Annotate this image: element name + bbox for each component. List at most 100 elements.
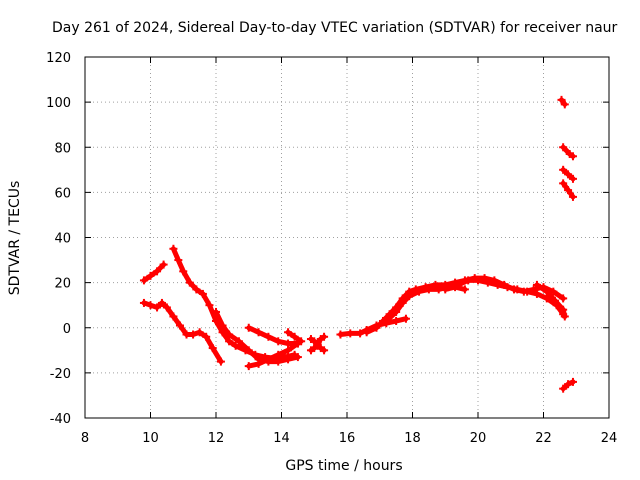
data-point bbox=[464, 276, 473, 285]
y-tick-label: 20 bbox=[54, 277, 71, 292]
data-point bbox=[195, 328, 204, 337]
data-point bbox=[392, 307, 401, 316]
data-point bbox=[293, 353, 302, 362]
data-point bbox=[284, 339, 293, 348]
data-point bbox=[284, 346, 293, 355]
data-point bbox=[568, 152, 577, 161]
data-point bbox=[320, 332, 329, 341]
x-tick-label: 16 bbox=[339, 431, 356, 446]
data-point bbox=[542, 287, 551, 296]
data-point bbox=[474, 276, 482, 285]
x-tick-label: 10 bbox=[142, 431, 159, 446]
data-point bbox=[559, 384, 568, 393]
data-point bbox=[185, 278, 194, 287]
data-point bbox=[244, 323, 253, 332]
grid bbox=[85, 57, 609, 418]
data-point bbox=[356, 329, 365, 338]
data-point bbox=[216, 357, 225, 366]
y-axis-label: SDTVAR / TECUs bbox=[7, 181, 23, 296]
data-point bbox=[564, 380, 573, 389]
data-point bbox=[274, 337, 283, 346]
data-point bbox=[415, 287, 424, 296]
data-point bbox=[139, 276, 148, 285]
data-point bbox=[568, 377, 577, 386]
data-point bbox=[523, 287, 532, 296]
data-point bbox=[401, 314, 410, 323]
data-point bbox=[208, 344, 217, 353]
y-tick-label: 0 bbox=[63, 322, 71, 337]
data-point bbox=[564, 170, 573, 179]
x-tick-label: 14 bbox=[273, 431, 290, 446]
data-point bbox=[162, 303, 171, 312]
data-point bbox=[231, 341, 240, 350]
data-point bbox=[169, 244, 178, 253]
y-tick-label: 60 bbox=[54, 186, 71, 201]
x-tick-label: 24 bbox=[601, 431, 618, 446]
y-tick-label: 40 bbox=[54, 232, 71, 247]
data-point bbox=[532, 289, 541, 298]
data-point bbox=[559, 294, 568, 303]
data-point bbox=[212, 307, 220, 316]
data-point bbox=[532, 280, 541, 289]
x-axis-label: GPS time / hours bbox=[285, 458, 402, 474]
data-point bbox=[205, 301, 214, 310]
y-tick-label: 100 bbox=[46, 96, 71, 111]
data-point bbox=[362, 328, 371, 337]
data-point bbox=[513, 285, 522, 294]
data-point bbox=[146, 301, 155, 310]
data-point bbox=[202, 332, 211, 341]
data-point bbox=[424, 285, 433, 294]
data-point bbox=[483, 278, 492, 287]
data-point bbox=[346, 329, 355, 338]
y-tick-label: 120 bbox=[46, 51, 71, 66]
data-point bbox=[169, 312, 178, 321]
data-point bbox=[568, 174, 577, 183]
data-point bbox=[559, 179, 568, 188]
data-point bbox=[550, 296, 559, 305]
data-point bbox=[274, 350, 283, 359]
data-point bbox=[372, 323, 381, 332]
data-point bbox=[568, 192, 577, 201]
data-point bbox=[179, 267, 188, 276]
data-point bbox=[146, 271, 155, 280]
series-trace-1 bbox=[141, 262, 167, 283]
data-point bbox=[560, 100, 569, 109]
data-point bbox=[244, 362, 253, 371]
data-point bbox=[503, 283, 512, 292]
data-point bbox=[189, 330, 198, 339]
x-tick-label: 20 bbox=[470, 431, 487, 446]
plot-frame bbox=[84, 56, 610, 419]
data-point bbox=[198, 289, 207, 298]
data-point bbox=[159, 260, 168, 269]
y-tick-label: 80 bbox=[54, 141, 71, 156]
x-tick-label: 22 bbox=[535, 431, 552, 446]
data-point bbox=[153, 267, 162, 276]
data-point bbox=[192, 285, 201, 294]
data-point bbox=[244, 346, 253, 355]
data-point bbox=[174, 256, 183, 265]
data-point bbox=[559, 305, 568, 314]
data-point bbox=[560, 312, 569, 321]
data-point bbox=[264, 355, 273, 364]
data-point bbox=[290, 332, 299, 341]
data-point bbox=[559, 165, 568, 174]
data-point bbox=[297, 337, 306, 346]
data-point bbox=[153, 303, 162, 312]
data-point bbox=[157, 298, 166, 307]
data-point bbox=[274, 357, 283, 366]
data-point bbox=[460, 285, 469, 294]
x-tick-label: 18 bbox=[404, 431, 421, 446]
data-point bbox=[254, 328, 263, 337]
data-point bbox=[557, 95, 566, 104]
data-point bbox=[441, 285, 450, 294]
data-point bbox=[284, 328, 293, 337]
data-point bbox=[336, 330, 345, 339]
data-point bbox=[225, 330, 234, 339]
series-layer bbox=[139, 95, 577, 393]
data-point bbox=[392, 316, 401, 325]
data-point bbox=[218, 321, 227, 330]
data-point bbox=[284, 355, 293, 364]
x-tick-label: 8 bbox=[81, 431, 89, 446]
data-point bbox=[175, 321, 184, 330]
data-point bbox=[542, 294, 551, 303]
